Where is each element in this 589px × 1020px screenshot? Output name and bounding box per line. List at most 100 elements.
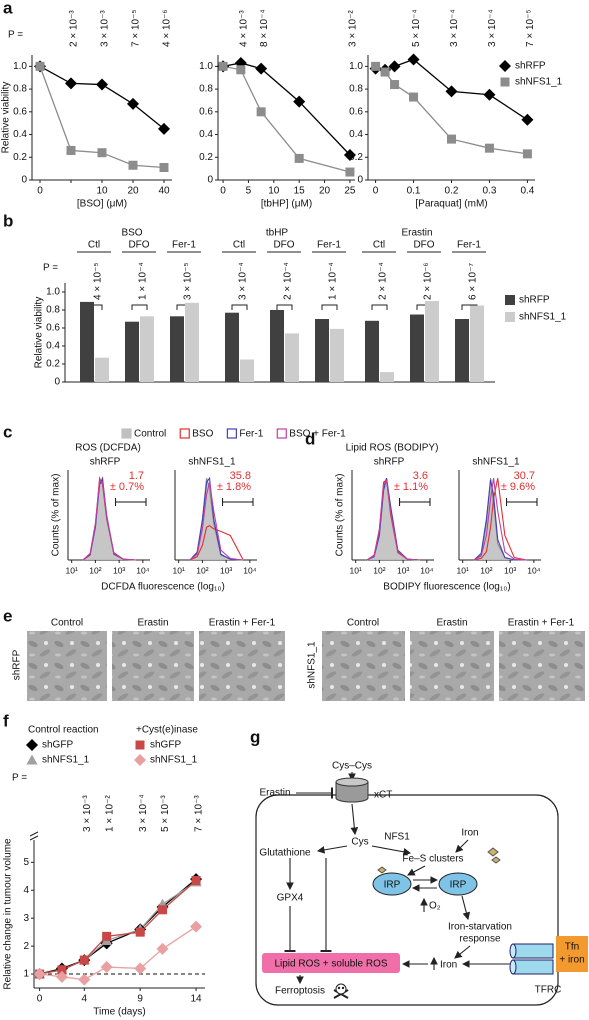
y-tick-label: 0.4 — [13, 129, 27, 140]
bracket — [131, 304, 148, 310]
y-tick-label: 0.8 — [46, 305, 60, 316]
marker — [445, 85, 458, 98]
x-axis-title: [Paraquat] (mM) — [415, 199, 487, 210]
bar — [380, 372, 394, 382]
marker — [65, 77, 77, 90]
x-tick-label: 10² — [373, 565, 385, 575]
legend-label: shGFP — [150, 740, 181, 751]
category-label: DFO — [413, 240, 434, 251]
x-tick-label: 4 — [82, 994, 88, 1005]
marker — [191, 875, 201, 885]
x-tick-label: 0.4 — [520, 186, 534, 197]
panel-letter: b — [3, 211, 13, 230]
histogram-curve — [366, 479, 420, 561]
y-tick-label: 0.4 — [46, 341, 60, 352]
pathway-diagram: Erastin Cys–Cys xCT Cys NFS1 Iron Glutat… — [255, 761, 588, 1006]
marker — [256, 107, 266, 117]
node-label: Iron — [440, 960, 457, 971]
column-label: Control — [51, 618, 83, 629]
legend-label: Fer-1 — [239, 429, 263, 440]
node-label: + iron — [559, 955, 584, 966]
micrograph — [499, 631, 585, 701]
y-tick-label: 5 — [23, 857, 29, 868]
tfrc-channel — [509, 943, 554, 975]
gate-label: ± 9.6% — [501, 481, 535, 493]
y-tick-label: 1 — [23, 969, 29, 980]
x-tick-label: 0 — [37, 186, 43, 197]
bar — [410, 314, 424, 382]
marker — [521, 113, 534, 126]
node-label: TFRC — [535, 985, 562, 996]
category-label: Fer-1 — [317, 240, 341, 251]
marker — [35, 61, 45, 71]
transporter-top — [335, 777, 369, 787]
p-value: 3 × 10⁻⁴ — [487, 9, 498, 47]
p-value: 2 × 10⁻⁴ — [283, 262, 294, 300]
histogram-curve — [473, 479, 527, 561]
y-tick-label: 0.4 — [199, 129, 213, 140]
x-tick-label: 10¹ — [350, 565, 362, 575]
legend-label: BSO + Fer-1 — [289, 429, 346, 440]
legend-swatch — [505, 312, 515, 322]
marker — [134, 962, 147, 975]
marker — [55, 970, 68, 983]
marker — [388, 60, 401, 73]
title: Lipid ROS (BODIPY) — [346, 443, 439, 454]
node-label: O₂ — [429, 901, 441, 912]
y-tick-label: 0.2 — [349, 152, 363, 163]
legend-label: shNFS1_1 — [519, 312, 567, 323]
legend-label: shNFS1_1 — [150, 755, 198, 766]
p-value: 3 × 10⁻² — [348, 10, 359, 47]
gate-label: ± 1.8% — [217, 481, 251, 493]
bar — [315, 319, 329, 382]
y-tick-label: 0.8 — [199, 84, 213, 95]
x-tick-label: 10² — [480, 565, 492, 575]
x-tick-label: 20 — [319, 186, 331, 197]
x-axis-title: DCFDA fluorescence (log₁₀) — [101, 582, 225, 593]
micrograph — [199, 631, 285, 701]
bar — [185, 302, 199, 382]
histogram-curve — [473, 478, 527, 561]
y-tick-label: 0.6 — [13, 106, 27, 117]
series-line — [222, 65, 351, 173]
marker — [33, 968, 46, 981]
node-label: IRP — [384, 880, 401, 891]
marker — [79, 955, 89, 965]
y-tick-label: 1.0 — [46, 287, 60, 298]
gate-label: ± 1.1% — [394, 481, 428, 493]
irp-node — [372, 872, 412, 896]
p-value: 3 × 10⁻⁴ — [238, 262, 249, 300]
category-label: Ctl — [373, 240, 385, 251]
p-value: 4 × 10⁻⁵ — [93, 262, 104, 300]
gate — [506, 498, 538, 506]
bar — [80, 301, 94, 382]
histogram-curve — [82, 479, 136, 561]
bar — [170, 316, 184, 382]
panel-letter: c — [3, 422, 12, 441]
column-label: Erastin + Fer-1 — [209, 618, 276, 629]
subtitle: shRFP — [374, 457, 405, 468]
y-tick-label: 1.0 — [13, 61, 27, 72]
marker — [127, 97, 139, 110]
legend-group-title: +Cyst(e)inase — [136, 725, 198, 736]
y-tick-label: 1.0 — [199, 61, 213, 72]
node-label: Cys — [351, 837, 368, 848]
legend-label: shGFP — [42, 740, 73, 751]
marker — [26, 754, 38, 765]
x-tick-label: 10¹ — [457, 565, 469, 575]
group-label: Erastin — [401, 228, 432, 239]
x-tick-label: 15 — [294, 186, 306, 197]
p-value: 3 × 10⁻⁵ — [183, 262, 194, 300]
bracket — [321, 304, 338, 310]
marker — [499, 60, 511, 72]
x-axis-title: [tbHP] (μM) — [261, 199, 312, 210]
p-value: 8 × 10⁻⁴ — [259, 9, 270, 47]
gate-label: 1.7 — [129, 470, 144, 482]
row-label: shRFP — [12, 649, 23, 680]
node-label: GPX4 — [277, 893, 304, 904]
arrow — [371, 845, 412, 856]
p-value: 1 × 10⁻⁴ — [138, 262, 149, 300]
arrow — [407, 865, 426, 876]
micrograph — [27, 631, 107, 701]
title: ROS (DCFDA) — [75, 443, 141, 454]
